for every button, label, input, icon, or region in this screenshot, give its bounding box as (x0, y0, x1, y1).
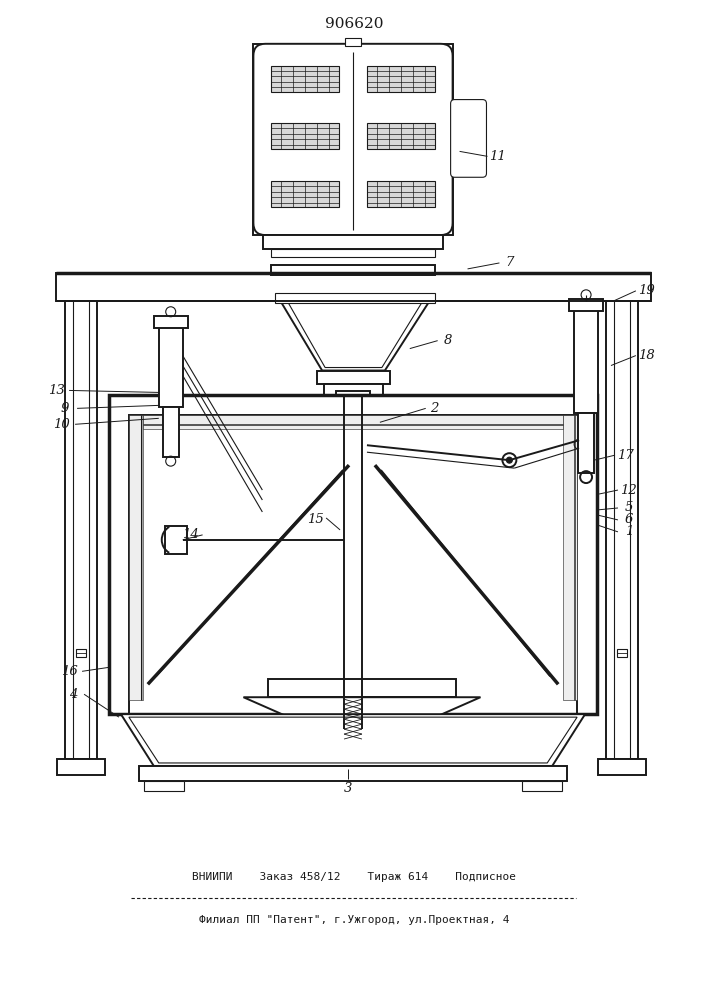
Bar (163, 407, 179, 457)
Bar (345, 38, 361, 46)
Bar (139, 766, 567, 781)
Text: 18: 18 (638, 349, 655, 362)
Bar (253, 44, 452, 235)
Text: 16: 16 (61, 665, 78, 678)
Bar (340, 401, 366, 409)
Bar (271, 66, 339, 92)
Text: 17: 17 (617, 449, 634, 462)
Bar (129, 415, 143, 700)
Bar (367, 66, 435, 92)
Circle shape (503, 453, 516, 467)
Bar (165, 526, 187, 554)
Text: 4: 4 (69, 688, 77, 701)
Bar (57, 759, 105, 775)
FancyBboxPatch shape (253, 44, 452, 235)
Bar (324, 384, 383, 396)
Text: 8: 8 (443, 334, 452, 347)
Bar (598, 759, 646, 775)
Polygon shape (121, 714, 585, 766)
Bar (340, 458, 366, 466)
Text: 6: 6 (625, 513, 633, 526)
Circle shape (506, 457, 513, 463)
Text: 2: 2 (431, 402, 439, 415)
Bar (271, 123, 339, 149)
Bar (271, 181, 339, 207)
Polygon shape (280, 301, 430, 371)
Bar (563, 415, 577, 700)
Text: 12: 12 (621, 484, 637, 497)
Text: 19: 19 (638, 284, 655, 297)
Text: 11: 11 (489, 150, 506, 163)
Bar (271, 265, 435, 275)
Bar (275, 293, 435, 303)
Bar (569, 299, 603, 311)
Bar (143, 415, 563, 429)
Text: 906620: 906620 (325, 17, 383, 31)
Text: 13: 13 (48, 384, 64, 397)
Bar (522, 781, 562, 791)
Bar (317, 371, 390, 384)
Bar (65, 301, 97, 759)
Text: 1: 1 (625, 525, 633, 538)
Polygon shape (243, 697, 481, 719)
Bar (129, 415, 577, 714)
Bar (334, 715, 372, 735)
FancyBboxPatch shape (450, 100, 486, 177)
Text: 9: 9 (61, 402, 69, 415)
Bar (56, 273, 651, 301)
Text: 7: 7 (506, 256, 513, 269)
Bar (336, 391, 370, 401)
Bar (574, 309, 598, 413)
Text: 5: 5 (625, 501, 633, 514)
Text: 14: 14 (182, 528, 199, 541)
Bar (578, 413, 594, 473)
Bar (606, 301, 638, 759)
Text: ВНИИПИ    Заказ 458/12    Тираж 614    Подписное: ВНИИПИ Заказ 458/12 Тираж 614 Подписное (192, 872, 516, 882)
Bar (159, 326, 182, 407)
Text: Филиал ПП "Патент", г.Ужгород, ул.Проектная, 4: Филиал ПП "Патент", г.Ужгород, ул.Проект… (199, 915, 509, 925)
Bar (76, 649, 86, 657)
Bar (269, 679, 455, 697)
Bar (338, 440, 368, 458)
Text: 3: 3 (344, 782, 352, 795)
Bar (144, 781, 184, 791)
Text: 15: 15 (307, 513, 324, 526)
Bar (367, 123, 435, 149)
Bar (154, 316, 187, 328)
Bar (263, 235, 443, 249)
Bar (339, 735, 367, 747)
Bar (271, 249, 435, 257)
Bar (367, 181, 435, 207)
Text: 10: 10 (53, 418, 69, 431)
Bar (617, 649, 627, 657)
Bar (109, 395, 597, 714)
